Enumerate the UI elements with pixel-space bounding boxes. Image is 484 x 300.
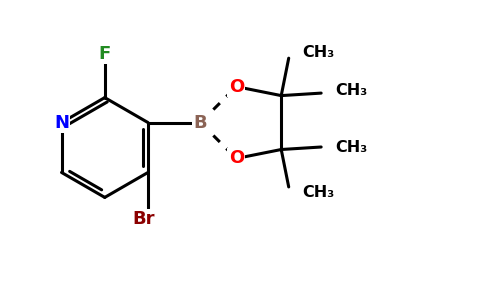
Text: Br: Br — [133, 210, 155, 228]
Text: CH₃: CH₃ — [335, 140, 367, 154]
Text: F: F — [99, 45, 111, 63]
Text: CH₃: CH₃ — [302, 185, 335, 200]
Text: B: B — [194, 114, 207, 132]
Text: CH₃: CH₃ — [302, 45, 335, 60]
Text: N: N — [54, 114, 69, 132]
Text: O: O — [228, 149, 244, 167]
Text: CH₃: CH₃ — [335, 83, 367, 98]
Text: O: O — [228, 78, 244, 96]
